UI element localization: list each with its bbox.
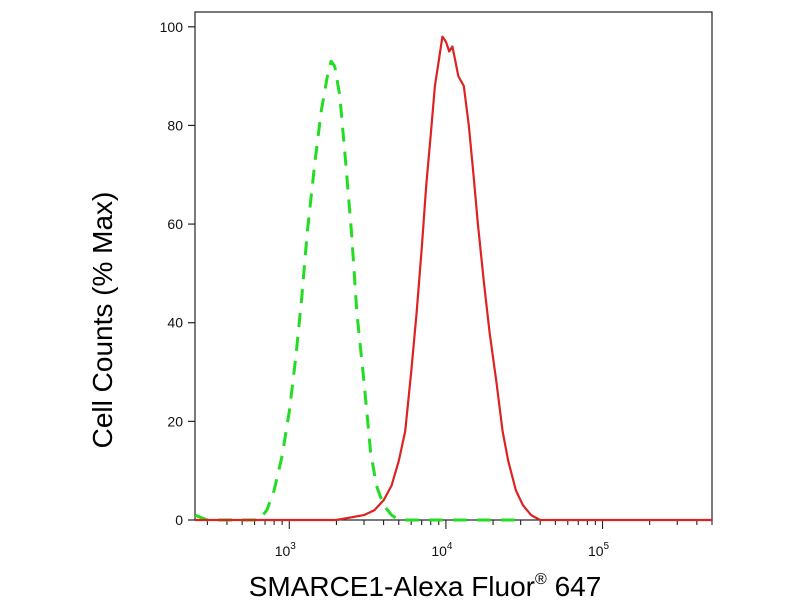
y-axis-title: Cell Counts (% Max) [87,192,118,449]
y-tick-label: 20 [167,413,183,429]
y-tick-label: 60 [167,216,183,232]
x-tick-label: 103 [275,541,297,559]
series-layer [194,35,712,522]
y-tick-label: 80 [167,117,183,133]
series-line-dashed-green [194,59,516,522]
x-tick-label-exponent: 5 [604,541,610,552]
plot-frame [194,11,713,521]
y-tick-label: 0 [175,512,183,528]
y-tick-label: 100 [160,19,184,35]
x-tick-label-exponent: 3 [290,541,296,552]
x-tick-label: 105 [588,541,610,559]
x-axis-title-superscript: ® [535,571,547,588]
x-axis-title-suffix: 647 [547,571,602,600]
x-tick-label-base: 10 [431,543,447,559]
series-line-solid-red [195,35,712,522]
y-tick-label: 40 [167,315,183,331]
x-tick-label-base: 10 [588,543,604,559]
x-tick-label-exponent: 4 [447,541,453,552]
x-tick-label-base: 10 [275,543,291,559]
x-tick-label: 104 [431,541,453,559]
x-axis-title: SMARCE1-Alexa Fluor® 647 [249,571,602,600]
plot-border [194,11,713,521]
x-axis-ticks: 103 104 105 [206,520,713,559]
x-axis-title-main: SMARCE1-Alexa Fluor [249,571,535,600]
y-axis-ticks: 0 20 40 60 80 100 [160,19,195,528]
